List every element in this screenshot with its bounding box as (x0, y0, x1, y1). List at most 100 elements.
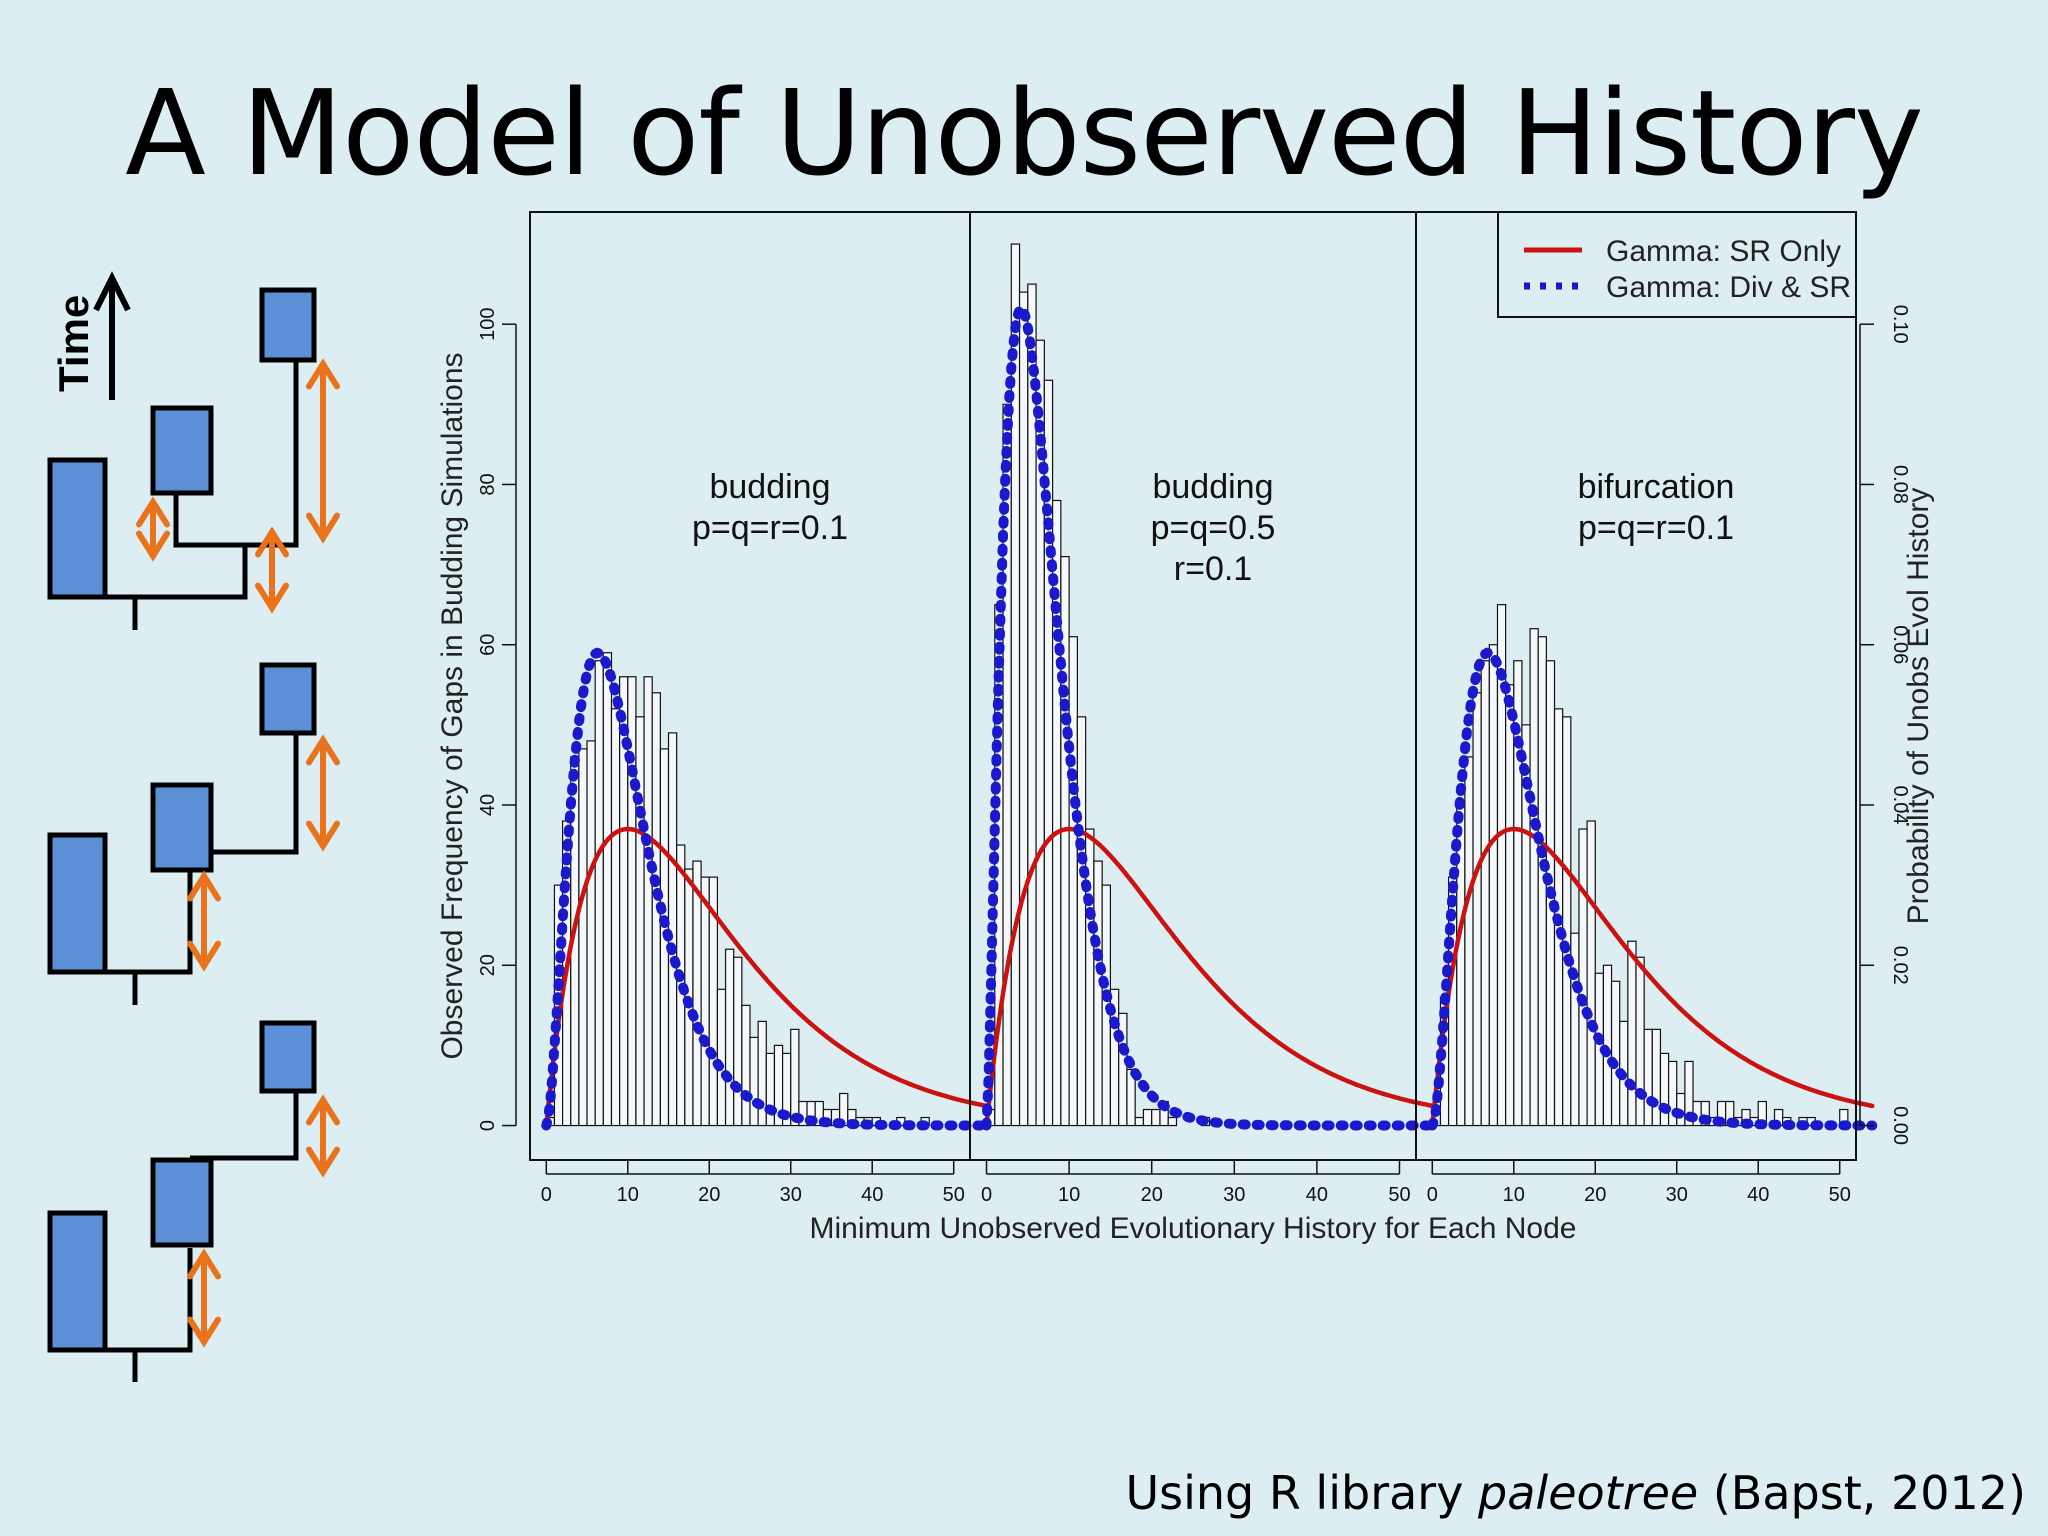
tree3-arrow-low (187, 1248, 221, 1348)
legend-box (1497, 211, 1857, 318)
histogram-bar (643, 676, 653, 1127)
x-tick-label: 40 (1306, 1184, 1328, 1206)
histogram-bar (1700, 1100, 1710, 1127)
histogram-bar (594, 660, 604, 1127)
histogram-bar (716, 988, 727, 1127)
x-tick-label: 40 (1747, 1184, 1769, 1206)
y-right-tick-label: 0.02 (1889, 946, 1911, 985)
curve-gamma-sr-only (1430, 826, 1875, 1128)
tree1-mid (173, 490, 245, 548)
y-right-tick-label: 0.08 (1889, 465, 1911, 504)
legend-label: Gamma: Div & SR (1606, 271, 1851, 304)
x-tick-label: 20 (1584, 1184, 1606, 1206)
histogram-bar (610, 708, 621, 1127)
tree-diagram: Time (47, 271, 340, 1382)
arrow-head-up (306, 734, 340, 766)
histogram-bar (749, 1036, 759, 1127)
y-tick-label: 0 (477, 1120, 499, 1131)
curve-gamma-div-sr (1427, 647, 1878, 1131)
y-axis-right-title: Probability of Unobs Evol History (1902, 488, 1935, 925)
histogram-bar (1068, 636, 1078, 1127)
histogram-bar (1018, 291, 1029, 1127)
histogram-bar (1643, 1028, 1653, 1127)
x-tick-label: 50 (1829, 1184, 1851, 1206)
histogram-bar (1529, 628, 1539, 1127)
tree2-box-b (150, 782, 214, 873)
curve-gamma-div-sr (541, 647, 992, 1131)
y-right-tick-label: 0.06 (1889, 625, 1911, 664)
x-axis-title: Minimum Unobserved Evolutionary History … (810, 1212, 1577, 1245)
x-tick-label: 10 (1503, 1184, 1525, 1206)
histogram-bar (667, 732, 678, 1127)
histogram-bar (692, 860, 702, 1127)
panel-label: bifurcation (1578, 468, 1735, 506)
arrow-head-down (306, 820, 340, 852)
time-arrow-head (93, 271, 131, 312)
x-tick-label: 10 (1058, 1184, 1080, 1206)
arrow-head-up (136, 496, 170, 528)
histogram-bar (733, 956, 743, 1127)
histogram-bar (1151, 1108, 1161, 1127)
legend-label: Gamma: SR Only (1606, 235, 1841, 268)
tree1-arrow-small (136, 496, 170, 562)
histogram-bar (1060, 555, 1070, 1127)
y-tick-label: 100 (477, 308, 499, 341)
histogram-bar (635, 716, 645, 1127)
tree1-arrow-long (306, 358, 340, 544)
plot-frame (529, 211, 1857, 1161)
arrow-head-up (187, 1248, 221, 1280)
panel-label: r=0.1 (1174, 550, 1252, 588)
histogram-bar (741, 1004, 751, 1127)
histogram-bar (1134, 1116, 1145, 1127)
histogram-bar (1010, 243, 1021, 1127)
arrow-head-up (306, 1094, 340, 1126)
y-tick-label: 20 (477, 954, 499, 976)
tree1-box-c (259, 287, 317, 363)
x-tick-label: 20 (698, 1184, 720, 1206)
histogram-bar (1635, 956, 1645, 1127)
panel-label: budding (709, 468, 830, 506)
x-tick-label: 0 (981, 1184, 992, 1206)
footer-suffix: (Bapst, 2012) (1698, 1466, 2026, 1520)
x-tick-label: 30 (780, 1184, 802, 1206)
x-tick-label: 50 (1388, 1184, 1410, 1206)
arrow-head-down (306, 512, 340, 544)
x-tick-label: 40 (861, 1184, 883, 1206)
histogram-bar (1684, 1060, 1694, 1127)
histogram-bar (586, 740, 596, 1127)
histogram-bar (1578, 828, 1588, 1127)
histogram-bar (1167, 1116, 1178, 1127)
tree1-box-a (47, 457, 108, 600)
histogram-bar (1488, 644, 1499, 1127)
footer-prefix: Using R library (1125, 1466, 1479, 1520)
arrow-head-down (306, 1146, 340, 1178)
tree1-box-b (150, 405, 214, 496)
histogram-bar (1076, 716, 1087, 1127)
x-tick-label: 20 (1141, 1184, 1163, 1206)
histogram-bar (1610, 980, 1621, 1127)
x-tick-label: 0 (1427, 1184, 1438, 1206)
histogram-bar (1126, 1068, 1136, 1127)
y-axis-title: Observed Frequency of Gaps in Budding Si… (436, 352, 469, 1059)
x-tick-label: 50 (943, 1184, 965, 1206)
slide-title: A Model of Unobserved History (125, 64, 1924, 202)
histogram-bar (1505, 684, 1515, 1127)
histogram-bar (1659, 1052, 1670, 1127)
arrow-head-up (306, 358, 340, 390)
tree3-mid (190, 1092, 299, 1161)
curve-gamma-div-sr (981, 301, 1438, 1131)
tree2-arrow-low (187, 870, 221, 972)
arrow-head-down (136, 530, 170, 562)
histogram-bar (1480, 660, 1490, 1127)
curve-gamma-sr-only (984, 826, 1435, 1128)
tree3-box-b (150, 1157, 214, 1248)
panel-label: p=q=0.5 (1151, 509, 1276, 547)
time-label: Time (50, 295, 97, 392)
histogram-bar (1093, 860, 1103, 1127)
arrow-head-down (187, 1316, 221, 1348)
tree1-arrow-mid (255, 526, 289, 614)
y-tick-label: 40 (477, 794, 499, 816)
